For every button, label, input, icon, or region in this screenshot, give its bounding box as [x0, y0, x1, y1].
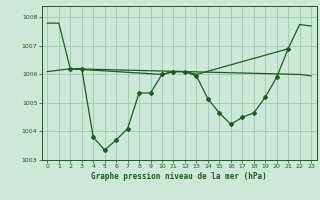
X-axis label: Graphe pression niveau de la mer (hPa): Graphe pression niveau de la mer (hPa)	[91, 172, 267, 181]
